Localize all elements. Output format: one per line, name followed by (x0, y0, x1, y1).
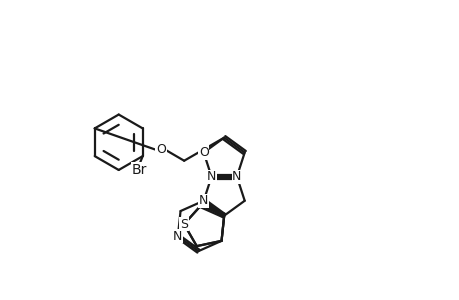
Text: N: N (207, 170, 216, 183)
Text: N: N (173, 230, 182, 243)
Text: S: S (179, 218, 188, 231)
Text: Br: Br (132, 163, 147, 177)
Text: N: N (232, 170, 241, 183)
Text: O: O (198, 146, 208, 159)
Text: O: O (156, 143, 166, 157)
Text: N: N (199, 194, 208, 207)
